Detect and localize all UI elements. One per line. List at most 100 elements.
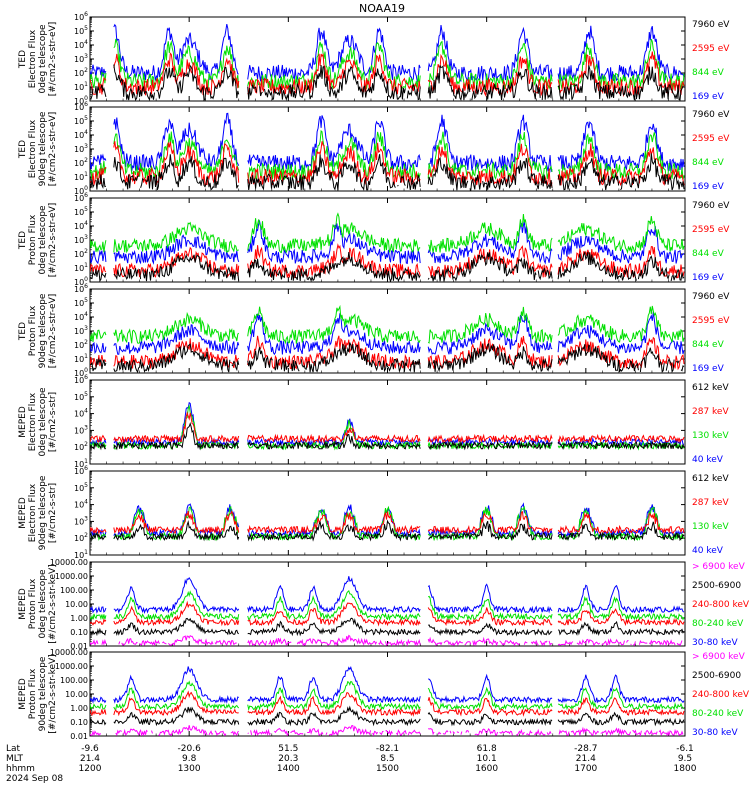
y-axis-label-line: 0deg telescope — [38, 205, 48, 275]
y-axis-label-line: TED — [18, 231, 28, 250]
lat-value: 61.8 — [477, 744, 497, 754]
y-axis-label-line: MEPED — [18, 497, 28, 529]
y-tick-label: 102 — [74, 339, 88, 350]
series-7960-ev — [90, 64, 685, 101]
y-axis-label-line: [#/cm2-s-str-keV] — [48, 564, 58, 643]
panel-frame — [89, 379, 686, 465]
hhmm-value: 1500 — [376, 764, 399, 774]
y-tick-label: 106 — [74, 283, 88, 294]
legend-entry: 30-80 keV — [692, 728, 738, 738]
lat-value: -82.1 — [376, 744, 399, 754]
y-axis-label-line: [#/cm2-s-str-eV] — [48, 294, 58, 369]
x-row-label: MLT — [6, 754, 24, 764]
panel-data — [90, 401, 685, 451]
legend-entry: 2500-6900 — [692, 581, 741, 591]
mlt-value: 21.4 — [576, 754, 596, 764]
series-2595-ev — [90, 243, 685, 279]
panel-4: 100 101 102 103 104 105 106 TED Proton Flux 90deg… — [18, 283, 730, 378]
y-axis-label-line: 0deg telescope — [38, 569, 48, 639]
legend-entry: 80-240 keV — [692, 619, 744, 629]
y-tick-label: 106 — [74, 101, 88, 112]
series-2500-6900 — [90, 617, 685, 637]
legend-entry: 844 eV — [692, 340, 725, 350]
legend-entry: 2595 eV — [692, 225, 730, 235]
y-tick-label: 1.00 — [70, 614, 88, 623]
panel-3: 100 101 102 103 104 105 106 TED Proton Flux 0deg … — [18, 192, 730, 287]
legend-entry: 612 keV — [692, 474, 729, 484]
y-axis-label-line: Proton Flux — [28, 305, 38, 356]
y-tick-label: 101 — [74, 458, 88, 469]
y-tick-label: 104 — [74, 408, 88, 419]
series-612-kev — [90, 421, 685, 451]
panel-7: 0.01 0.10 1.00 10.00 100.00 1000.00 10000.00 ME… — [18, 558, 750, 651]
lat-value: -28.7 — [574, 744, 597, 754]
legend-entry: 130 keV — [692, 431, 729, 441]
series-844-ev — [90, 304, 685, 345]
y-tick-label: 10000.00 — [50, 648, 88, 657]
legend-entry: 30-80 keV — [692, 638, 738, 648]
mlt-value: 21.4 — [80, 754, 100, 764]
series-844-ev — [90, 212, 685, 255]
series-130-kev — [90, 505, 685, 542]
y-tick-label: 0.10 — [70, 718, 88, 727]
legend-entry: 287 keV — [692, 498, 729, 508]
chart-title: NOAA19 — [359, 2, 405, 15]
panel-frame — [89, 561, 686, 647]
y-axis-label-line: TED — [18, 50, 28, 69]
y-tick-label: 102 — [74, 157, 88, 168]
y-axis-label-line: 90deg telescope — [38, 475, 48, 550]
y-axis-label-line: [#/cm2-s-str] — [48, 483, 58, 543]
y-tick-label: 102 — [74, 248, 88, 259]
x-row-label: Lat — [6, 744, 21, 754]
date-label: 2024 Sep 08 — [6, 774, 63, 784]
mlt-value: 20.3 — [278, 754, 298, 764]
y-tick-label: 101 — [74, 262, 88, 273]
y-tick-label: 105 — [74, 206, 88, 217]
y-tick-label: 105 — [74, 115, 88, 126]
panel-data — [90, 304, 685, 373]
y-axis-label-line: Electron Flux — [28, 29, 38, 88]
y-tick-label: 104 — [74, 129, 88, 140]
y-axis-label-line: 90deg telescope — [38, 656, 48, 731]
y-axis-label-line: [#/cm2-s-str-eV] — [48, 22, 58, 97]
y-axis-label-line: Proton Flux — [28, 668, 38, 719]
y-axis-label-line: [#/cm2-s-str-keV] — [48, 654, 58, 733]
panel-5: 101 102 103 104 105 106 MEPED Electron Flux 0deg… — [18, 374, 729, 469]
mlt-value: 8.5 — [380, 754, 394, 764]
y-axis-label-line: Proton Flux — [28, 214, 38, 265]
series-169-ev — [90, 23, 685, 83]
series-7960-ev — [90, 153, 685, 191]
hhmm-value: 1700 — [574, 764, 597, 774]
y-axis-label-line: Electron Flux — [28, 483, 38, 542]
legend-entry: 7960 eV — [692, 110, 730, 120]
y-tick-label: 101 — [74, 171, 88, 182]
legend-entry: 2595 eV — [692, 316, 730, 326]
hhmm-value: 1200 — [79, 764, 102, 774]
y-tick-label: 106 — [74, 11, 88, 22]
y-tick-label: 100.00 — [60, 586, 88, 595]
y-tick-label: 104 — [74, 311, 88, 322]
legend-entry: 40 keV — [692, 455, 724, 465]
legend-entry: 130 keV — [692, 522, 729, 532]
y-tick-label: 1.00 — [70, 704, 88, 713]
y-tick-label: 103 — [74, 143, 88, 154]
y-tick-label: 0.01 — [70, 642, 88, 651]
legend-entry: 844 eV — [692, 158, 725, 168]
series-40-kev — [90, 502, 685, 539]
legend-entry: 240-800 keV — [692, 600, 750, 610]
y-tick-label: 10000.00 — [50, 558, 88, 567]
y-tick-label: 102 — [74, 67, 88, 78]
series-844-ev — [90, 130, 685, 181]
panel-data — [90, 576, 684, 645]
series-240-800-kev — [90, 600, 685, 627]
legend-entry: 7960 eV — [692, 20, 730, 30]
y-axis-label-line: 0deg telescope — [38, 24, 48, 94]
legend-entry: 169 eV — [692, 182, 725, 192]
y-tick-label: 1000.00 — [55, 572, 88, 581]
series-130-kev — [90, 404, 685, 451]
series-30-80-kev — [90, 666, 685, 705]
y-tick-label: 100 — [74, 185, 88, 196]
